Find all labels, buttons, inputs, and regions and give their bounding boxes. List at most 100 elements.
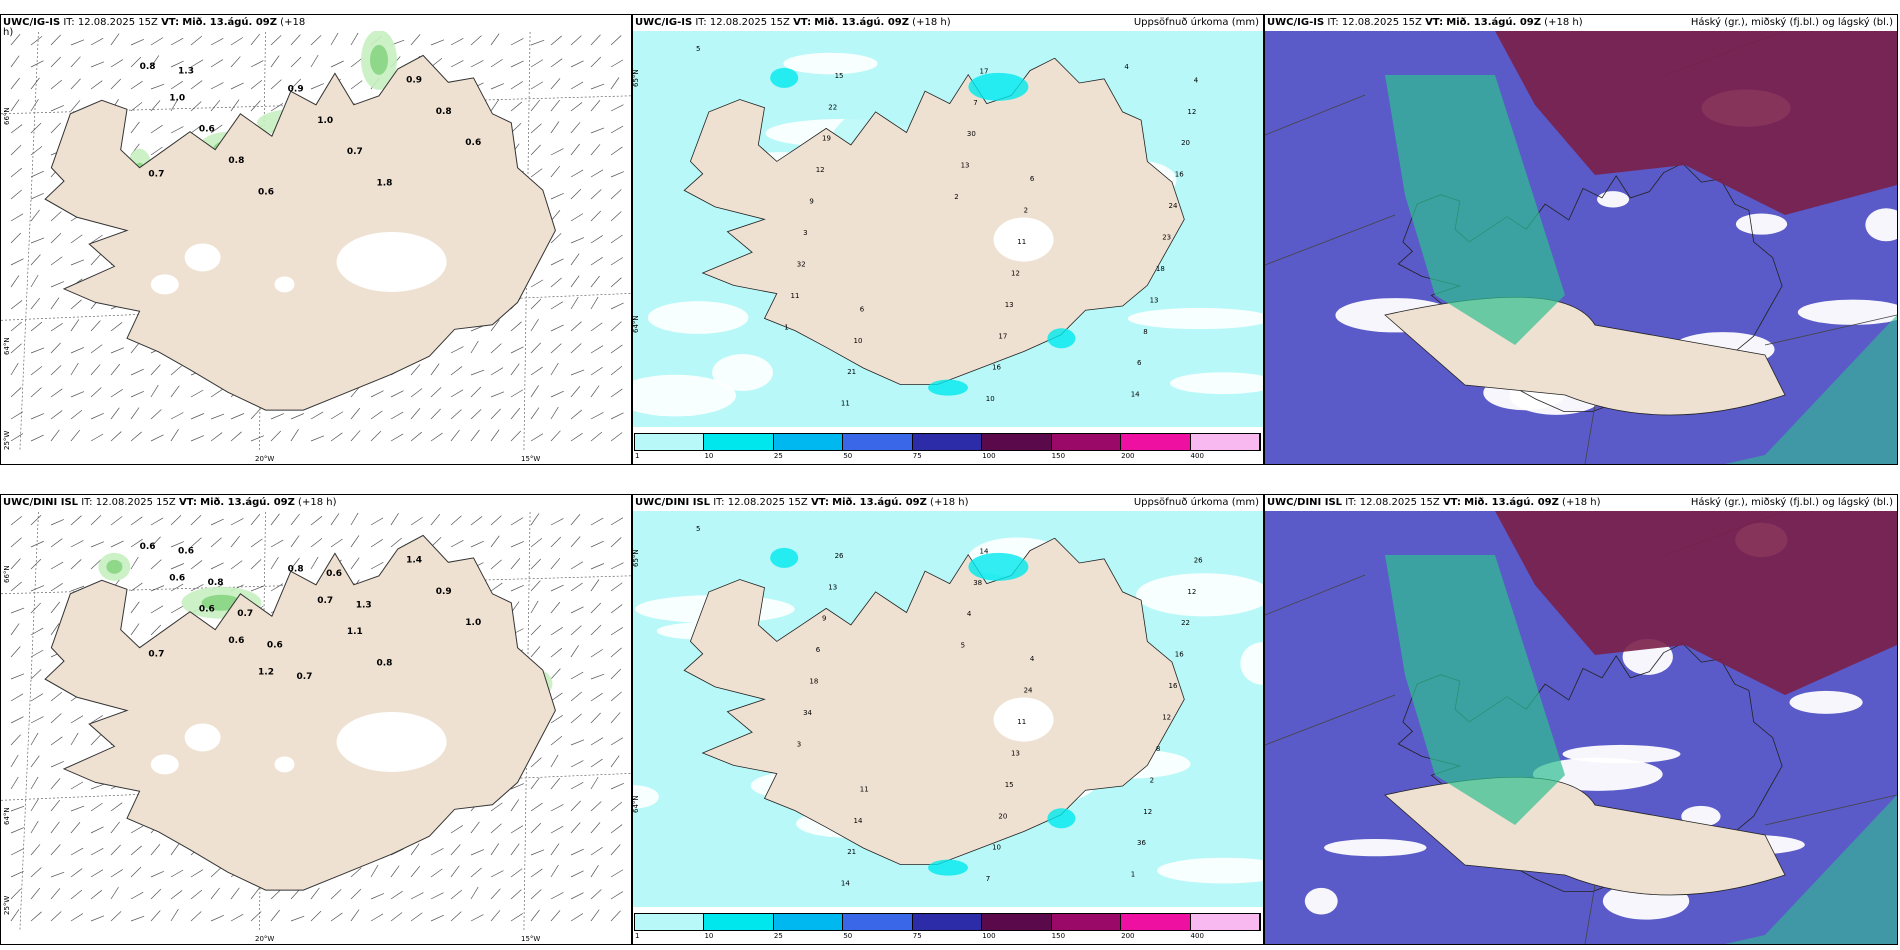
wind-barb xyxy=(550,647,563,658)
precip-value: 6 xyxy=(816,646,821,654)
wind-barb xyxy=(330,411,344,420)
lon-label-20: 20°W xyxy=(255,935,275,943)
wind-barb xyxy=(390,513,399,526)
precip-value: 0.9 xyxy=(406,75,422,85)
wind-barb xyxy=(310,910,322,922)
wind-barb xyxy=(130,556,139,570)
wind-barb xyxy=(430,892,444,900)
wind-barb xyxy=(50,844,61,856)
wind-barb xyxy=(610,321,622,332)
wind-barb xyxy=(50,601,60,614)
wind-barb xyxy=(530,385,540,398)
colorbar-segment xyxy=(982,434,1052,450)
wind-barb xyxy=(430,408,441,420)
wind-barb xyxy=(510,60,524,68)
precip-value: 1.3 xyxy=(178,66,194,76)
wind-barb xyxy=(610,277,622,288)
wind-barb xyxy=(550,343,562,354)
wind-barb xyxy=(350,80,363,90)
wind-barb xyxy=(230,56,241,68)
wind-barb xyxy=(550,754,559,768)
wind-barb xyxy=(510,783,525,790)
wind-barb xyxy=(10,673,25,680)
wind-barb xyxy=(550,390,564,398)
wind-barb xyxy=(30,274,39,288)
precip-value: 0.6 xyxy=(326,569,342,579)
wind-barb xyxy=(50,888,61,900)
wind-panel-dini: UWC/DINI ISL IT: 12.08.2025 15Z VT: Mið.… xyxy=(0,494,632,945)
dry-area xyxy=(1136,573,1263,617)
wind-barb xyxy=(570,822,581,834)
vt-label: VT: xyxy=(793,17,812,28)
wind-barb xyxy=(310,887,320,900)
precip-value: 10 xyxy=(986,395,995,403)
wind-barb xyxy=(330,889,342,900)
wind-barb xyxy=(590,431,603,442)
wind-barb xyxy=(290,915,305,922)
wind-barb xyxy=(10,77,20,90)
wind-barb xyxy=(210,432,223,442)
wind-barb xyxy=(250,911,262,922)
wind-barb xyxy=(450,844,461,856)
wind-barb xyxy=(490,823,502,834)
wind-barb xyxy=(10,848,24,856)
dry-area xyxy=(1240,642,1263,685)
lon-label-25: 25°W xyxy=(3,895,11,915)
wind-barb xyxy=(50,911,62,922)
wind-barb xyxy=(170,514,182,526)
dry-area xyxy=(633,785,659,809)
wind-barb xyxy=(610,910,621,922)
wind-barb xyxy=(450,515,462,526)
wind-barb xyxy=(570,343,582,354)
precip-value: 0.6 xyxy=(465,138,481,148)
wind-barb xyxy=(610,604,623,614)
colorbar-segment xyxy=(1121,434,1191,450)
wind-barb xyxy=(530,513,540,526)
wind-barb xyxy=(90,559,102,570)
wind-barb xyxy=(90,433,104,442)
mid-cloud-area xyxy=(1725,315,1897,464)
lead-time: (+18 xyxy=(280,17,306,28)
wind-barb xyxy=(370,517,384,526)
wind-barb xyxy=(590,673,605,680)
wind-barb xyxy=(270,889,282,900)
wind-barb xyxy=(250,435,265,442)
wind-barb xyxy=(70,540,84,548)
mid-cloud-area xyxy=(1385,75,1565,345)
wind-barb xyxy=(170,890,183,900)
precip-value: 10 xyxy=(992,844,1001,852)
wind-barb xyxy=(350,888,362,900)
wind-barb xyxy=(150,384,159,398)
wind-barb xyxy=(470,867,482,878)
wind-barb xyxy=(130,601,140,614)
wind-barb xyxy=(70,362,79,376)
precip-value: 26 xyxy=(1194,556,1203,564)
wind-barb xyxy=(10,754,19,768)
wind-barb xyxy=(550,692,563,702)
map-line xyxy=(1764,314,1897,346)
wind-barb xyxy=(30,693,44,702)
wind-barb xyxy=(570,432,583,442)
wind-barb xyxy=(390,865,400,878)
wind-barb xyxy=(70,259,85,266)
wind-barb xyxy=(190,560,203,570)
precip-value: 12 xyxy=(1187,588,1196,596)
wind-barb xyxy=(590,865,599,878)
precip-value: 1 xyxy=(784,323,788,331)
wind-barb xyxy=(150,83,165,90)
vt-label: VT: xyxy=(178,497,197,508)
wind-barb xyxy=(130,56,142,68)
colorbar-segment xyxy=(773,434,844,450)
wind-barb xyxy=(350,58,363,68)
precip-value: 13 xyxy=(1005,301,1014,309)
wind-barb xyxy=(230,887,240,900)
wind-barb xyxy=(210,867,222,878)
vt-label: VT: xyxy=(810,497,829,508)
wind-barb xyxy=(530,366,543,376)
lon-label-15: 15°W xyxy=(521,935,541,943)
wind-barb xyxy=(510,81,523,90)
wind-barb xyxy=(570,691,582,702)
wind-barb xyxy=(470,849,485,856)
wind-barb xyxy=(10,909,20,922)
wind-barb xyxy=(550,301,564,310)
